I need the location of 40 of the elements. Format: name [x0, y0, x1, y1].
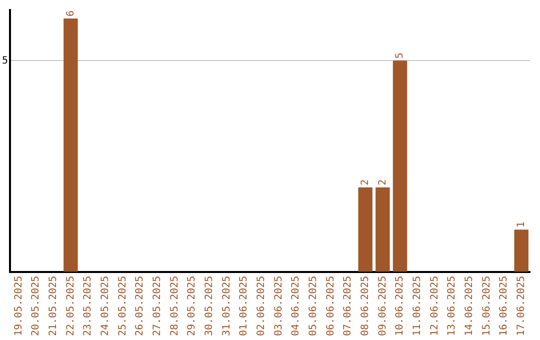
x-tick-label: 26.05.2025 [134, 276, 146, 336]
x-tick-label: 28.05.2025 [169, 276, 180, 336]
x-tick-label: 20.05.2025 [30, 276, 42, 336]
bar [358, 187, 372, 272]
bar [376, 187, 390, 272]
x-tick-label: 14.06.2025 [464, 276, 475, 336]
x-tick-label: 09.06.2025 [377, 276, 388, 336]
x-tick-label: 10.06.2025 [394, 276, 406, 336]
data-label: 1 [516, 222, 527, 228]
x-tick-label: 13.06.2025 [446, 276, 458, 336]
x-tick-label: 06.06.2025 [325, 276, 336, 336]
x-tick-label: 01.06.2025 [238, 276, 250, 336]
x-tick-label: 19.05.2025 [13, 276, 24, 336]
x-tick-label: 03.06.2025 [273, 276, 284, 336]
bar [64, 18, 78, 272]
x-tick-label: 21.05.2025 [48, 276, 59, 336]
x-tick-label: 12.06.2025 [429, 276, 440, 336]
x-tick-label: 22.05.2025 [65, 276, 76, 336]
x-tick-label: 29.05.2025 [186, 276, 198, 336]
data-label: 6 [65, 10, 76, 16]
x-tick-label: 31.05.2025 [221, 276, 232, 336]
x-tick-label: 30.05.2025 [204, 276, 215, 336]
bar [392, 60, 408, 272]
x-tick-label: 08.06.2025 [360, 276, 371, 336]
x-tick-label: 16.06.2025 [498, 276, 510, 336]
x-tick-label: 25.05.2025 [117, 276, 128, 336]
x-tick-label: 15.06.2025 [481, 276, 492, 336]
x-tick-label: 11.06.2025 [412, 276, 423, 336]
data-label: 2 [377, 179, 388, 186]
x-tick-label: 23.05.2025 [82, 276, 94, 336]
x-tick-label: 27.05.2025 [152, 276, 163, 336]
x-tick-label: 24.05.2025 [100, 276, 111, 336]
x-tick-label: 07.06.2025 [342, 276, 354, 336]
bar [514, 230, 528, 272]
data-label: 5 [394, 52, 406, 59]
data-label: 2 [360, 179, 371, 186]
x-tick-label: 04.06.2025 [290, 276, 302, 336]
x-tick-label: 02.06.2025 [256, 276, 267, 336]
x-tick-label: 17.06.2025 [516, 276, 527, 336]
x-tick-label: 05.06.2025 [308, 276, 319, 336]
